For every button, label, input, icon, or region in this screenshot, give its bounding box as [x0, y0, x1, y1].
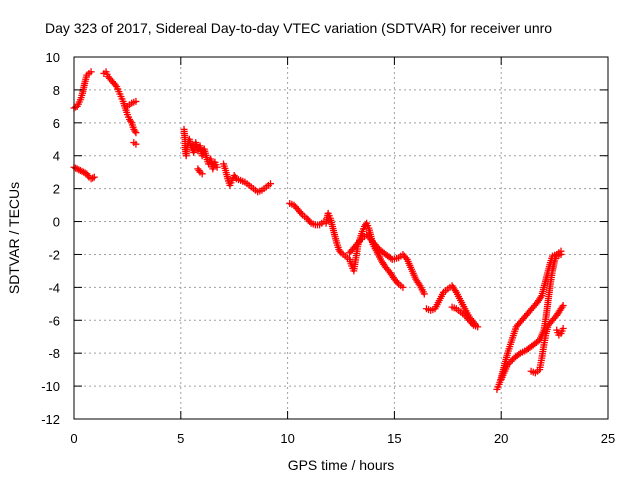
data-point	[306, 218, 314, 226]
data-point	[557, 250, 565, 258]
data-point	[399, 283, 407, 291]
x-tick-label: 15	[387, 431, 401, 446]
data-point	[127, 117, 135, 125]
plot-frame	[73, 56, 609, 420]
data-point	[78, 167, 86, 175]
y-tick-label: 8	[53, 83, 60, 98]
data-point	[75, 166, 83, 174]
chart-title: Day 323 of 2017, Sidereal Day-to-day VTE…	[45, 20, 552, 36]
x-tick-labels: 0 5 10 15 20 25	[70, 431, 615, 446]
data-point	[468, 320, 476, 328]
data-point	[420, 290, 428, 298]
x-tick-label: 20	[494, 431, 508, 446]
data-point	[559, 301, 567, 309]
data-point	[387, 254, 395, 262]
y-tick-label: -10	[41, 379, 60, 394]
data-point	[297, 209, 305, 217]
data-point	[393, 278, 401, 286]
data-point	[111, 81, 119, 89]
data-point	[507, 357, 515, 365]
data-point	[195, 167, 203, 175]
data-point	[73, 165, 81, 173]
data-point	[132, 97, 140, 105]
x-tick-label: 25	[601, 431, 615, 446]
x-tick-label: 10	[280, 431, 294, 446]
data-point	[515, 350, 523, 358]
y-tick-label: 0	[53, 215, 60, 230]
y-tick-label: -6	[48, 313, 60, 328]
data-point	[84, 171, 92, 179]
x-tick-label: 5	[177, 431, 184, 446]
y-tick-label: -12	[41, 412, 60, 427]
data-point	[87, 68, 95, 76]
y-tick-label: -4	[48, 280, 60, 295]
data-point	[76, 167, 84, 175]
y-tick-label: -8	[48, 346, 60, 361]
data-point	[72, 164, 80, 172]
x-axis-label: GPS time / hours	[288, 457, 395, 473]
y-tick-label: 10	[46, 50, 60, 65]
x-tick-label: 0	[70, 431, 77, 446]
data-point	[80, 168, 88, 176]
data-point	[558, 303, 566, 311]
data-point	[402, 254, 410, 262]
y-tick-label: -2	[48, 247, 60, 262]
axis-ticks	[73, 56, 609, 420]
data-point	[451, 287, 459, 295]
data-point	[89, 174, 97, 182]
y-tick-label: 4	[53, 149, 60, 164]
data-point	[474, 323, 482, 331]
y-tick-label: 2	[53, 182, 60, 197]
gridlines	[74, 57, 608, 419]
data-point	[504, 361, 512, 369]
data-point	[415, 280, 423, 288]
data-point	[132, 129, 140, 137]
data-point	[90, 173, 98, 181]
y-tick-labels: -12 -10 -8 -6 -4 -2 0 2 4 6 8 10	[41, 50, 60, 427]
data-point	[131, 127, 139, 135]
data-point	[198, 170, 206, 178]
data-point	[336, 247, 344, 255]
data-point	[357, 236, 365, 244]
data-point	[132, 140, 140, 148]
y-axis-label: SDTVAR / TECUs	[6, 182, 22, 294]
y-tick-label: 6	[53, 116, 60, 131]
data-point	[87, 175, 95, 183]
data-point	[559, 325, 567, 332]
data-point	[537, 293, 545, 301]
data-point	[267, 180, 275, 188]
data-point	[505, 359, 513, 367]
data-point	[213, 163, 221, 171]
data-points	[70, 68, 567, 393]
